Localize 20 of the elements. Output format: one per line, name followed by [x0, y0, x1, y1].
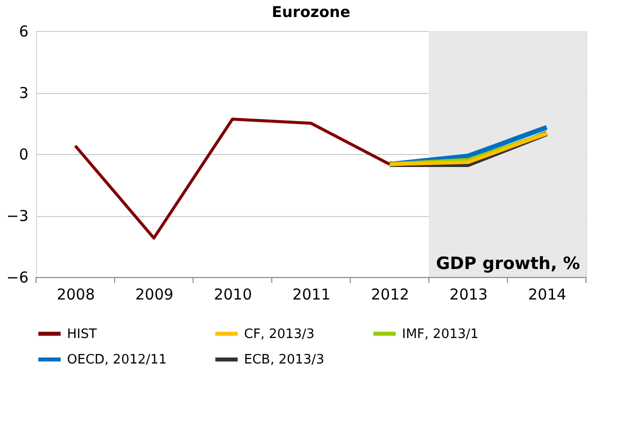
y-tick-label: 3	[18, 84, 28, 102]
y-tick-label: −6	[6, 268, 28, 286]
y-tick-label: −3	[6, 207, 28, 225]
x-tick-label: 2012	[370, 286, 410, 304]
annotation: GDP growth, %	[436, 254, 580, 274]
legend-label: ECB, 2013/3	[244, 352, 324, 368]
legend-label: CF, 2013/3	[244, 326, 315, 342]
x-tick-label: 2011	[292, 286, 331, 304]
x-tick-label: 2008	[56, 286, 95, 304]
x-tick-label: 2010	[214, 286, 252, 304]
legend-label: IMF, 2013/1	[402, 326, 479, 342]
legend-label: OECD, 2012/11	[67, 352, 167, 368]
legend-label: HIST	[67, 326, 97, 342]
x-tick-label: 2014	[528, 286, 566, 304]
x-tick-label: 2009	[135, 286, 174, 304]
y-tick-label: 6	[18, 22, 28, 40]
chart-title: Eurozone	[272, 3, 350, 21]
y-tick-label: 0	[18, 146, 28, 164]
x-tick-label: 2013	[450, 286, 488, 304]
line-series	[74, 118, 392, 240]
